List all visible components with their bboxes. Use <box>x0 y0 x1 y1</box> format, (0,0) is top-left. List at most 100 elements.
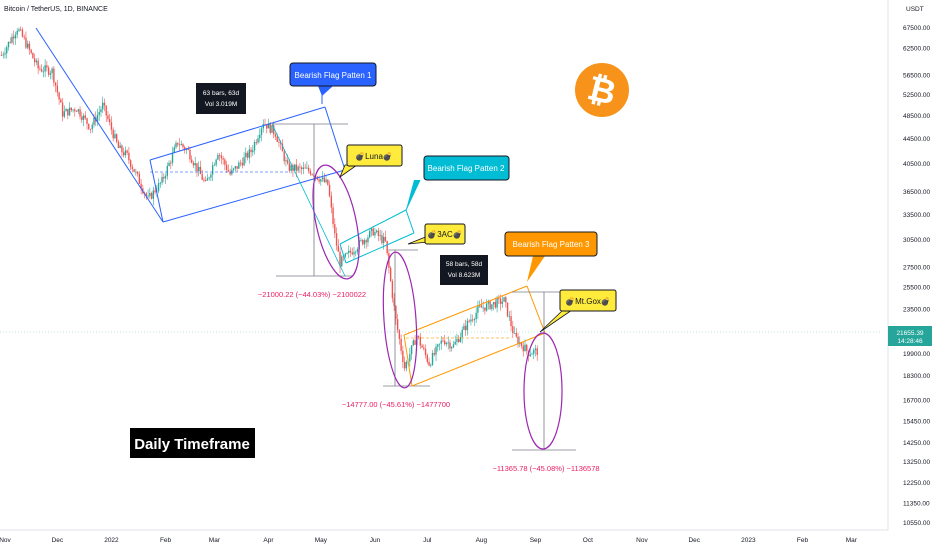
candle-body <box>325 179 327 182</box>
candle-body <box>79 109 81 117</box>
candle-body <box>320 179 322 182</box>
y-tick-label: 16700.00 <box>903 398 930 405</box>
candle-body <box>461 329 463 338</box>
candle-body <box>377 230 380 236</box>
svg-text:Daily Timeframe: Daily Timeframe <box>134 436 250 453</box>
bearish-flag-channel-2[interactable] <box>339 209 415 264</box>
candle-body <box>506 302 509 317</box>
candle-body <box>260 128 263 135</box>
candle-body <box>245 152 247 158</box>
candle-body <box>458 339 460 342</box>
candle-body <box>512 326 514 334</box>
candle-body <box>257 138 259 143</box>
candle-body <box>65 109 67 112</box>
candle-body <box>236 166 238 169</box>
candle-body <box>531 353 533 355</box>
candle-body <box>348 250 350 253</box>
y-tick-label: 56500.00 <box>903 72 930 79</box>
y-tick-label: 36500.00 <box>903 189 930 196</box>
candle-body <box>433 353 435 355</box>
candle-body <box>341 256 343 267</box>
candle-body <box>161 176 163 183</box>
candle-body <box>44 65 46 72</box>
candle-body <box>342 256 345 258</box>
candle-body <box>321 177 324 180</box>
candle-body <box>273 125 275 135</box>
callout-flag-3[interactable]: Bearish Flag Patten 3 <box>504 231 598 282</box>
candle-body <box>20 29 22 31</box>
candle-body <box>105 105 107 116</box>
candle-body <box>478 305 481 307</box>
candle-body <box>171 152 174 163</box>
candle-body <box>334 224 336 234</box>
candle-body <box>225 164 228 171</box>
candle-body <box>56 85 59 93</box>
candle-body <box>299 166 301 168</box>
y-tick-label: 19900.00 <box>903 351 930 358</box>
bomb-icon: 💣 <box>453 229 463 240</box>
candle-body <box>28 43 31 50</box>
candle-body <box>536 348 538 355</box>
callout-flag-1[interactable]: Bearish Flag Patten 1 <box>289 62 377 104</box>
candle-body <box>311 174 313 176</box>
candle-body <box>239 162 242 164</box>
candle-body <box>182 144 184 148</box>
candle-body <box>466 320 469 331</box>
y-tick-label: 48500.00 <box>903 113 930 120</box>
svg-text:58 bars, 58d: 58 bars, 58d <box>446 261 483 268</box>
candle-body <box>199 166 202 175</box>
candle-body <box>274 134 277 137</box>
candle-body <box>426 354 428 362</box>
candle-body <box>192 162 195 166</box>
candle-body <box>16 30 18 35</box>
candle-body <box>21 29 24 37</box>
candle-body <box>346 252 348 254</box>
candle-body <box>255 142 257 143</box>
svg-text:💣Luna💣: 💣Luna💣 <box>355 151 393 162</box>
candle-body <box>180 144 182 146</box>
candle-body <box>381 235 383 244</box>
candle-body <box>129 160 132 167</box>
candle-body <box>138 173 141 184</box>
candle-body <box>510 316 512 327</box>
candle-body <box>81 116 83 120</box>
candle-body <box>339 251 341 267</box>
x-tick-label: 2022 <box>104 537 119 544</box>
svg-text:Bearish Flag Patten 2: Bearish Flag Patten 2 <box>428 164 505 173</box>
symbol-title[interactable]: Bitcoin / TetherUS, 1D, BINANCE <box>4 6 108 13</box>
y-tick-label: 25500.00 <box>903 285 930 292</box>
callout-mtgox[interactable]: 💣Mt.Gox💣 <box>539 289 617 333</box>
callout-3ac[interactable]: 💣3AC💣 <box>407 223 466 245</box>
candle-body <box>206 178 209 181</box>
price-tag[interactable]: 21655.39 14:28:46 <box>888 326 932 346</box>
candle-body <box>353 252 355 255</box>
candle-body <box>332 207 334 225</box>
y-tick-label: 14250.00 <box>903 440 930 447</box>
candle-body <box>96 114 99 122</box>
candle-body <box>451 347 453 349</box>
candle-body <box>164 176 167 179</box>
candle-body <box>526 344 528 351</box>
callout-flag-2[interactable]: Bearish Flag Patten 2 <box>405 155 510 211</box>
candle-body <box>489 301 491 309</box>
svg-text:14:28:46: 14:28:46 <box>897 338 923 345</box>
candle-body <box>103 102 106 106</box>
candle-body <box>323 177 326 182</box>
candle-body <box>402 350 404 362</box>
y-tick-label: 44500.00 <box>903 136 930 143</box>
candle-body <box>102 102 104 110</box>
bearish-flag-channel-1[interactable] <box>35 27 346 223</box>
x-axis-ticks: Nov Dec 2022 Feb Mar Apr May Jun Jul Aug Sep Oct Nov… <box>0 537 858 544</box>
candle-body <box>0 55 3 56</box>
candle-body <box>135 171 137 173</box>
bearish-flag-channel-3[interactable] <box>403 285 546 387</box>
callout-luna[interactable]: 💣Luna💣 <box>339 144 403 179</box>
candle-body <box>30 49 32 53</box>
candle-body <box>276 136 278 142</box>
candle-body <box>9 41 11 43</box>
y-tick-label: 33500.00 <box>903 212 930 219</box>
candle-body <box>117 141 120 149</box>
candle-body <box>492 301 495 305</box>
candle-body <box>473 319 476 321</box>
